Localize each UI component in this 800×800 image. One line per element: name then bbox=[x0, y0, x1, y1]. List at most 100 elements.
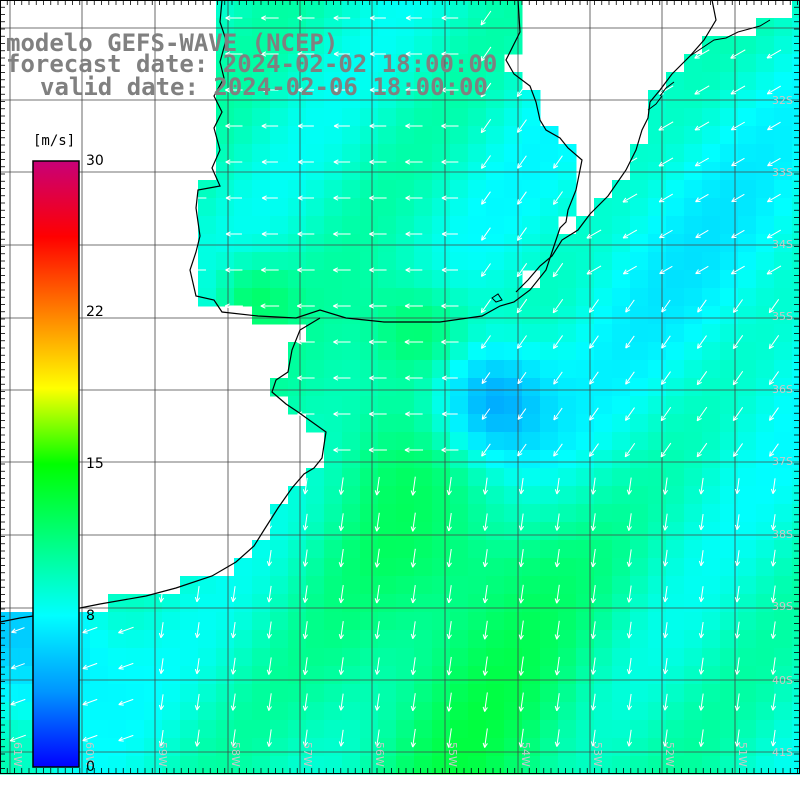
wind-cell bbox=[180, 594, 199, 613]
wind-cell bbox=[450, 630, 469, 649]
wind-cell bbox=[702, 414, 721, 433]
wind-cell bbox=[576, 486, 595, 505]
wind-arrow bbox=[480, 82, 492, 98]
wind-cell bbox=[324, 180, 343, 199]
wind-cell bbox=[486, 108, 505, 127]
wind-cell bbox=[234, 90, 253, 109]
wind-arrow bbox=[333, 339, 351, 345]
wind-cell bbox=[666, 180, 685, 199]
wind-arrow bbox=[590, 657, 597, 675]
wind-cell bbox=[378, 504, 397, 523]
wind-cell bbox=[342, 648, 361, 667]
wind-cell bbox=[396, 702, 415, 721]
wind-cell bbox=[198, 270, 217, 289]
wind-cell bbox=[468, 504, 487, 523]
wind-arrow bbox=[446, 728, 452, 748]
wind-cell bbox=[252, 144, 271, 163]
wind-cell bbox=[216, 756, 235, 775]
wind-cell bbox=[270, 252, 289, 271]
wind-cell bbox=[792, 468, 800, 487]
wind-cell bbox=[252, 234, 271, 253]
wind-cell bbox=[198, 180, 217, 199]
wind-cell bbox=[468, 36, 487, 55]
wind-cell bbox=[702, 54, 721, 73]
wind-cell bbox=[450, 270, 469, 289]
wind-arrow bbox=[518, 620, 524, 640]
wind-cell bbox=[306, 144, 325, 163]
wind-cell bbox=[738, 594, 757, 613]
wind-cell bbox=[396, 450, 415, 469]
wind-arrow bbox=[554, 693, 560, 712]
wind-cell bbox=[450, 360, 469, 379]
wind-cell bbox=[90, 720, 109, 739]
wind-cell bbox=[270, 756, 289, 775]
wind-arrow bbox=[441, 375, 458, 381]
wind-arrow bbox=[554, 513, 561, 531]
wind-cell bbox=[198, 234, 217, 253]
wind-cell bbox=[684, 288, 703, 307]
wind-cell bbox=[342, 576, 361, 595]
wind-cell bbox=[270, 576, 289, 595]
wind-cell bbox=[234, 756, 253, 775]
wind-cell bbox=[666, 162, 685, 181]
wind-cell bbox=[702, 630, 721, 649]
wind-cell bbox=[756, 54, 775, 73]
wind-cell bbox=[342, 0, 361, 19]
wind-cell bbox=[414, 576, 433, 595]
wind-cell bbox=[702, 198, 721, 217]
wind-cell bbox=[576, 684, 595, 703]
wind-cell bbox=[540, 504, 559, 523]
wind-cell bbox=[666, 594, 685, 613]
wind-arrow bbox=[590, 693, 597, 711]
wind-cell bbox=[630, 720, 649, 739]
wind-arrow bbox=[766, 85, 781, 95]
wind-cell bbox=[288, 18, 307, 37]
wind-cell bbox=[558, 378, 577, 397]
wind-arrow bbox=[266, 693, 272, 711]
wind-cell bbox=[702, 90, 721, 109]
wind-arrow bbox=[517, 191, 527, 205]
wind-cell bbox=[306, 18, 325, 37]
wind-cell bbox=[522, 612, 541, 631]
wind-cell bbox=[360, 198, 379, 217]
wind-cell bbox=[756, 126, 775, 145]
wind-cell bbox=[486, 432, 505, 451]
wind-cell bbox=[774, 414, 793, 433]
wind-arrow bbox=[734, 693, 740, 711]
wind-cell bbox=[252, 54, 271, 73]
wind-cell bbox=[234, 18, 253, 37]
wind-cell bbox=[738, 720, 757, 739]
wind-cell bbox=[432, 468, 451, 487]
wind-cell bbox=[252, 306, 271, 325]
wind-cell bbox=[558, 540, 577, 559]
wind-cell bbox=[576, 288, 595, 307]
wind-cell bbox=[774, 612, 793, 631]
wind-cell bbox=[648, 270, 667, 289]
wind-cell bbox=[378, 180, 397, 199]
wind-arrow bbox=[338, 729, 345, 747]
wind-cell bbox=[702, 306, 721, 325]
wind-arrow bbox=[302, 549, 309, 567]
wind-cell bbox=[468, 396, 487, 415]
wind-arrow bbox=[695, 265, 709, 275]
wind-cell bbox=[342, 342, 361, 361]
wind-cell bbox=[450, 450, 469, 469]
wind-arrow bbox=[734, 514, 741, 530]
latitude-label: 34S bbox=[772, 238, 793, 251]
wind-arrow bbox=[624, 407, 635, 421]
wind-cell bbox=[720, 126, 739, 145]
wind-cell bbox=[630, 702, 649, 721]
wind-arrow bbox=[442, 411, 458, 417]
wind-cell bbox=[486, 18, 505, 37]
wind-arrow bbox=[404, 447, 424, 453]
longitude-label: 57W bbox=[301, 742, 314, 767]
wind-cell bbox=[342, 540, 361, 559]
wind-cell bbox=[540, 666, 559, 685]
wind-arrow bbox=[589, 335, 599, 349]
wind-cell bbox=[198, 288, 217, 307]
wind-cell bbox=[504, 0, 523, 19]
wind-arrow bbox=[480, 46, 492, 62]
wind-cell bbox=[522, 396, 541, 415]
wind-cell bbox=[630, 324, 649, 343]
